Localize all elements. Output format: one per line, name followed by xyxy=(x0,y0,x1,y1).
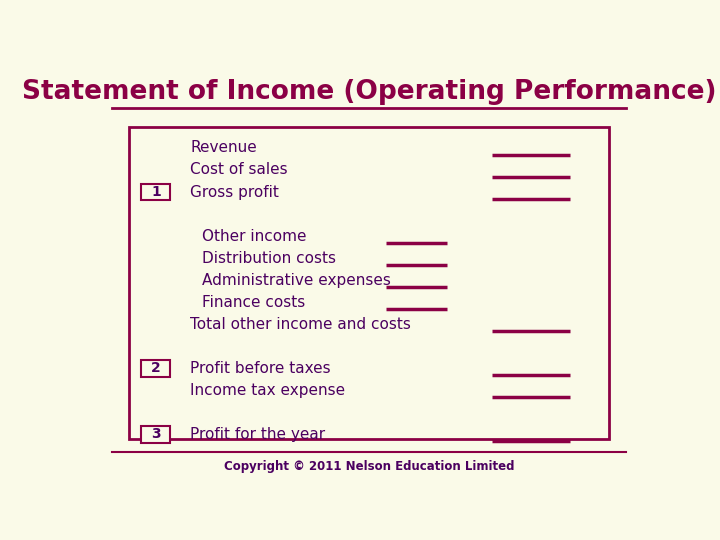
FancyBboxPatch shape xyxy=(129,127,609,439)
Text: 2: 2 xyxy=(151,361,161,375)
Text: Other income: Other income xyxy=(202,228,306,244)
Text: Finance costs: Finance costs xyxy=(202,295,305,310)
Text: Copyright © 2011 Nelson Education Limited: Copyright © 2011 Nelson Education Limite… xyxy=(224,460,514,472)
Text: Total other income and costs: Total other income and costs xyxy=(190,317,411,332)
Text: Distribution costs: Distribution costs xyxy=(202,251,336,266)
Text: Administrative expenses: Administrative expenses xyxy=(202,273,390,288)
Text: Gross profit: Gross profit xyxy=(190,185,279,200)
FancyBboxPatch shape xyxy=(141,360,171,377)
FancyBboxPatch shape xyxy=(141,426,171,443)
FancyBboxPatch shape xyxy=(141,184,171,200)
Text: 3: 3 xyxy=(151,428,161,441)
Text: 1: 1 xyxy=(151,185,161,199)
Text: Profit for the year: Profit for the year xyxy=(190,427,325,442)
Text: Revenue: Revenue xyxy=(190,140,257,156)
Text: Income tax expense: Income tax expense xyxy=(190,383,346,398)
Text: Profit before taxes: Profit before taxes xyxy=(190,361,331,376)
Text: Statement of Income (Operating Performance): Statement of Income (Operating Performan… xyxy=(22,79,716,105)
Text: Cost of sales: Cost of sales xyxy=(190,163,288,178)
